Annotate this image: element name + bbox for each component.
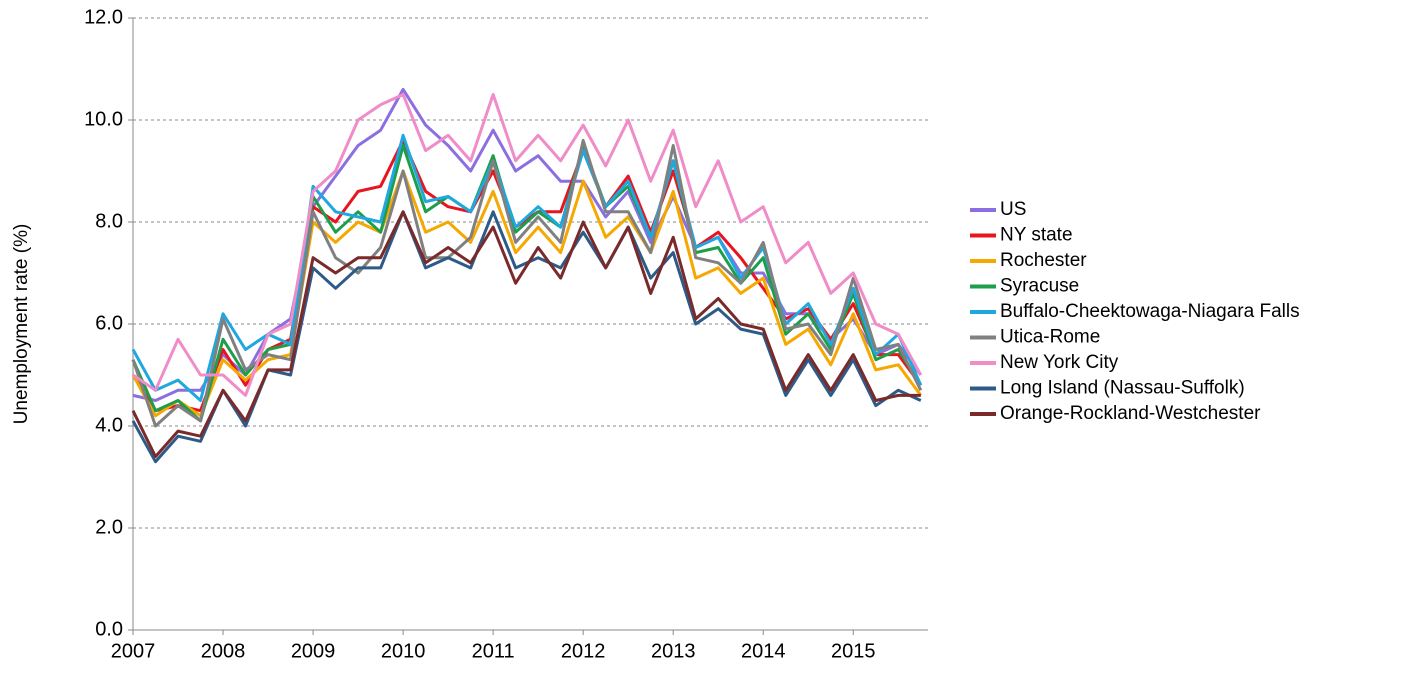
legend-label: NY state: [1000, 225, 1073, 246]
y-tick-label: 6.0: [95, 312, 123, 334]
legend-label: Orange-Rockland-Westchester: [1000, 403, 1261, 424]
y-tick-label: 2.0: [95, 516, 123, 538]
legend-label: Rochester: [1000, 250, 1087, 271]
legend-label: Syracuse: [1000, 276, 1079, 297]
x-tick-label: 2010: [381, 640, 426, 662]
y-tick-label: 0.0: [95, 618, 123, 640]
x-tick-label: 2011: [472, 640, 515, 662]
legend-label: New York City: [1000, 352, 1119, 373]
legend-label: US: [1000, 199, 1026, 220]
series-line: [131, 169, 923, 418]
x-tick-label: 2009: [291, 640, 336, 662]
series-line: [131, 144, 923, 423]
legend-label: Buffalo-Cheektowaga-Niagara Falls: [1000, 301, 1300, 322]
x-tick-label: 2015: [831, 640, 876, 662]
x-tick-label: 2012: [561, 640, 606, 662]
series-line: [132, 87, 923, 402]
series-line: [131, 138, 923, 428]
x-tick-label: 2013: [651, 640, 696, 662]
y-tick-label: 12.0: [84, 6, 123, 28]
series-line: [132, 93, 923, 397]
x-tick-label: 2008: [201, 640, 246, 662]
series-line: [131, 210, 921, 459]
y-tick-label: 8.0: [95, 210, 123, 232]
x-tick-label: 2014: [741, 640, 786, 662]
y-axis-label: Unemployment rate (%): [11, 224, 32, 425]
legend-label: Long Island (Nassau-Suffolk): [1000, 378, 1245, 399]
y-tick-label: 4.0: [95, 414, 123, 436]
x-tick-label: 2007: [111, 640, 156, 662]
series-line: [131, 133, 923, 402]
y-tick-label: 10.0: [84, 108, 123, 130]
legend-label: Utica-Rome: [1000, 327, 1100, 348]
